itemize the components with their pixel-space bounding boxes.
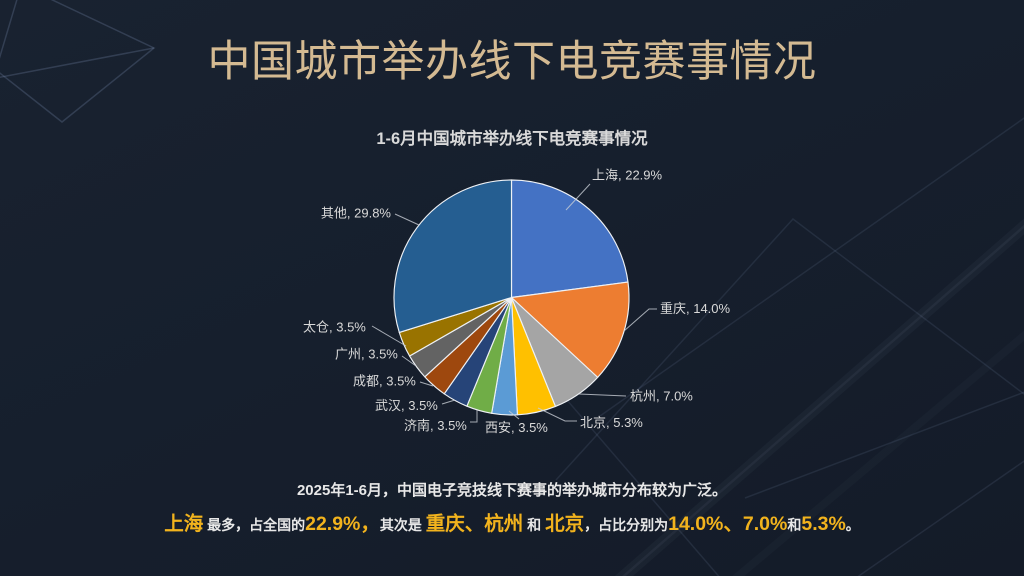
caption-highlight: 14.0%、7.0%: [668, 513, 788, 535]
caption-highlight: 上海: [164, 513, 204, 535]
pie-slice-label-5: 济南, 3.5%: [404, 418, 467, 433]
caption-segment: 其次是: [379, 517, 426, 533]
caption-segment: 和: [523, 517, 546, 533]
pie-slice-label-4: 西安, 3.5%: [485, 420, 548, 435]
caption-segment: 和: [787, 517, 802, 533]
caption-segment: ，占比分别为: [584, 517, 669, 533]
caption-segment: 最多，占全国的: [203, 517, 306, 533]
slide-title: 中国城市举办线下电竞赛事情况: [207, 38, 817, 86]
label-leader-line-7: [419, 381, 434, 387]
pie-slice-label-9: 太仓, 3.5%: [303, 320, 366, 335]
label-leader-line-2: [578, 393, 627, 397]
pie-slice-1: [510, 281, 630, 378]
caption: 2025年1-6月，中国电子竞技线下赛事的举办城市分布较为广泛。 上海 最多，占…: [0, 482, 1024, 537]
pie-slice-label-8: 广州, 3.5%: [335, 347, 398, 362]
label-leader-line-9: [371, 325, 407, 347]
caption-line1: 2025年1-6月，中国电子竞技线下赛事的举办城市分布较为广泛。: [296, 482, 728, 499]
caption-segment: 。: [845, 517, 860, 533]
label-leader-line-10: [394, 213, 420, 226]
caption-highlight: 22.9%，: [305, 513, 380, 535]
pie-slice-label-2: 杭州, 7.0%: [630, 389, 693, 404]
pie-slice-label-6: 武汉, 3.5%: [375, 398, 438, 413]
label-leader-line-3: [537, 407, 577, 422]
label-leader-line-0: [565, 183, 591, 211]
label-leader-line-4: [508, 410, 520, 420]
pie-slice-label-3: 北京, 5.3%: [580, 415, 643, 430]
caption-highlight: 北京: [545, 513, 585, 535]
pie-slice-label-1: 重庆, 14.0%: [660, 301, 731, 316]
caption-line2: 上海 最多，占全国的22.9%，其次是 重庆、杭州 和 北京，占比分别为14.0…: [0, 512, 1024, 537]
pie-slice-0: [510, 179, 629, 299]
pie-slice-label-0: 上海, 22.9%: [592, 168, 663, 183]
pie-slice-label-10: 其他, 29.8%: [321, 206, 392, 221]
chart-title: 1-6月中国城市举办线下电竞赛事情况: [376, 130, 648, 148]
caption-highlight: 5.3%: [801, 513, 846, 535]
label-leader-line-5: [470, 410, 478, 423]
pie-slice-label-7: 成都, 3.5%: [353, 374, 416, 389]
caption-highlight: 重庆、杭州: [425, 513, 524, 535]
pie-slice-10: [393, 179, 513, 333]
label-leader-line-8: [401, 355, 417, 367]
label-leader-line-1: [623, 308, 657, 332]
label-leader-line-6: [441, 399, 456, 405]
